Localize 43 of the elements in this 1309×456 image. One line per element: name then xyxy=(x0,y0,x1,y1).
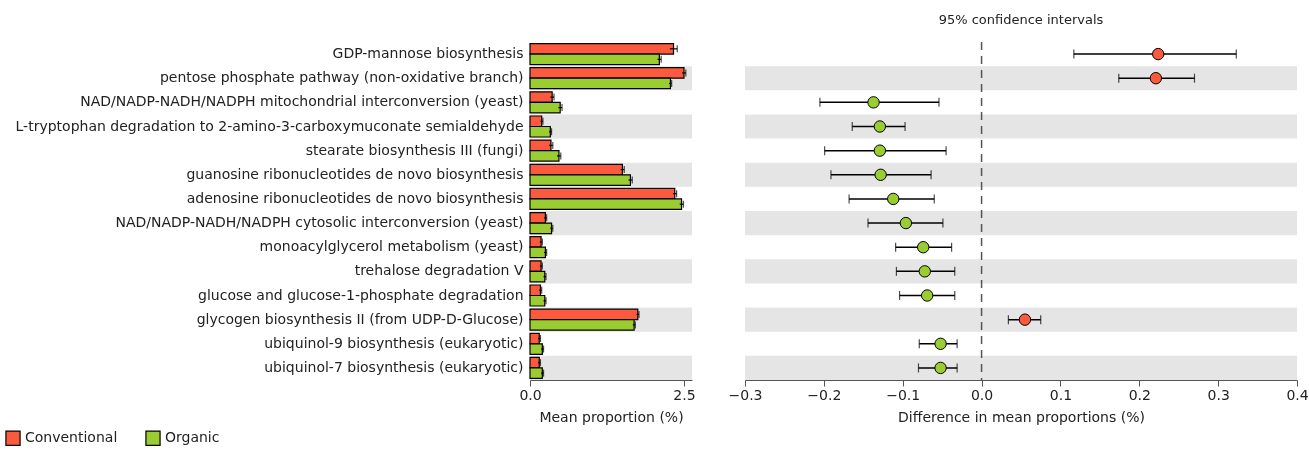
point xyxy=(899,216,913,230)
chart-title: 95% confidence intervals xyxy=(938,12,1104,28)
x-axis-title: Difference in mean proportions (%) xyxy=(898,408,1145,425)
y-tick-label: ubiquinol-9 biosynthesis (eukaryotic) xyxy=(264,334,524,351)
y-tick-label: adenosine ribonucleotides de novo biosynthesis xyxy=(186,189,524,206)
y-tick-label: ubiquinol-7 biosynthesis (eukaryotic) xyxy=(264,358,524,375)
x-tick-label: 0.0 xyxy=(970,386,994,403)
legend-label: Conventional xyxy=(25,429,118,446)
x-tick-label: 0.0 xyxy=(519,386,542,403)
x-tick-label: −0.3 xyxy=(728,386,763,403)
y-tick-label: NAD/NADP-NADH/NADPH mitochondrial interconversion (yeast) xyxy=(80,93,524,110)
point xyxy=(873,144,887,157)
point xyxy=(873,120,887,133)
x-tick-label: 2.5 xyxy=(673,386,696,403)
point xyxy=(887,192,900,206)
point xyxy=(874,168,887,181)
x-tick-label: −0.1 xyxy=(886,386,921,403)
point xyxy=(934,337,947,350)
x-tick-label: 0.1 xyxy=(1049,386,1073,403)
y-tick-label: L-tryptophan degradation to 2-amino-3-carboxymuconate semialdehyde xyxy=(15,117,524,134)
y-tick-label: monoacylglycerol metabolism (yeast) xyxy=(259,238,524,255)
point xyxy=(1152,47,1165,61)
x-tick-label: −0.2 xyxy=(807,386,842,403)
point xyxy=(1149,72,1163,85)
y-tick-label: glucose and glucose-1-phosphate degradation xyxy=(198,286,524,303)
point xyxy=(918,265,931,278)
y-tick-label: guanosine ribonucleotides de novo biosynthesis xyxy=(186,165,524,182)
y-tick-label: NAD/NADP-NADH/NADPH cytosolic interconversion (yeast) xyxy=(115,214,524,231)
x-tick-label: 0.3 xyxy=(1207,386,1230,403)
y-tick-label: pentose phosphate pathway (non-oxidative branch) xyxy=(159,69,524,86)
y-tick-label: stearate biosynthesis III (fungi) xyxy=(305,141,524,158)
x-tick-label: 0.4 xyxy=(1286,386,1309,403)
y-tick-label: trehalose degradation V xyxy=(354,262,524,279)
y-tick-label: glycogen biosynthesis II (from UDP-D-Glucose) xyxy=(196,310,524,327)
x-tick-label: 0.2 xyxy=(1128,386,1151,403)
legend-label: Organic xyxy=(165,429,220,446)
point xyxy=(917,241,930,254)
x-axis-title: Mean proportion (%) xyxy=(539,408,684,425)
y-tick-label: GDP-mannose biosynthesis xyxy=(332,45,524,62)
point xyxy=(934,361,947,375)
point xyxy=(920,289,934,302)
point xyxy=(1018,313,1032,326)
point xyxy=(867,96,880,109)
